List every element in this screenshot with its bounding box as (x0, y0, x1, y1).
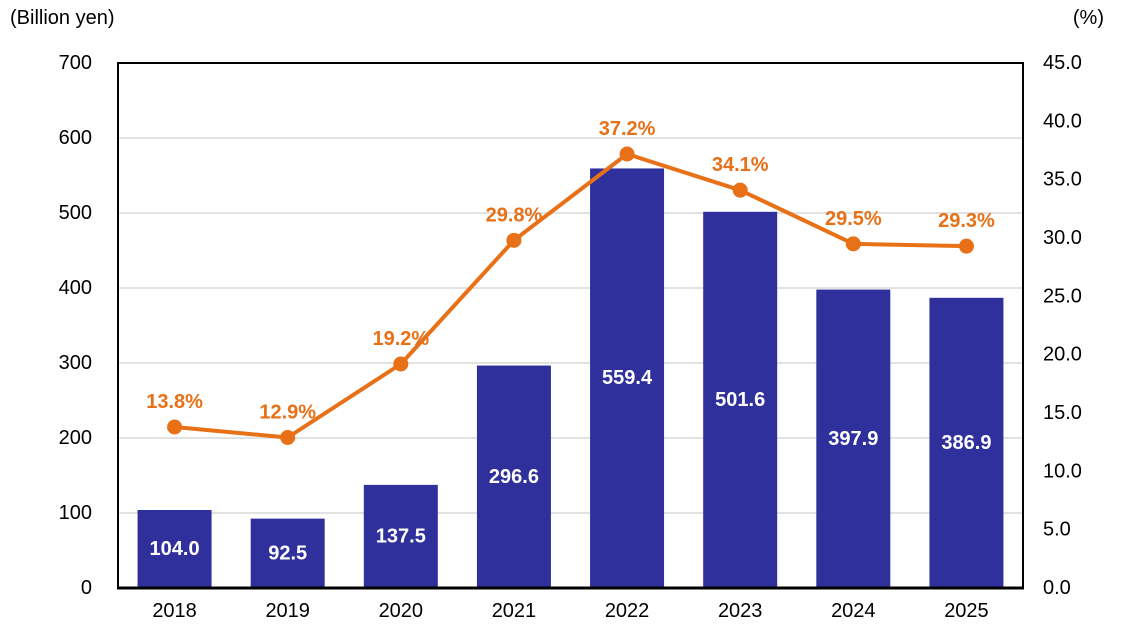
right-axis-tick: 0.0 (1043, 577, 1071, 599)
bar (137, 510, 212, 588)
line-marker (393, 356, 409, 372)
left-axis-tick: 400 (59, 277, 92, 299)
right-axis-tick: 45.0 (1043, 52, 1082, 74)
x-axis-category-label: 2023 (718, 600, 763, 622)
x-axis-category-label: 2025 (944, 600, 989, 622)
line-marker (958, 238, 974, 254)
right-axis-tick: 5.0 (1043, 519, 1071, 541)
x-axis-category-label: 2018 (152, 600, 197, 622)
left-axis-tick: 700 (59, 52, 92, 74)
left-axis-tick: 100 (59, 502, 92, 524)
trend-line (172, 152, 969, 440)
line-marker (619, 146, 635, 162)
right-axis-tick: 30.0 (1043, 227, 1082, 249)
bar-value-label: 397.9 (828, 428, 878, 450)
bar-value-label: 296.6 (489, 466, 539, 488)
line-marker (506, 232, 522, 248)
x-axis-category-label: 2021 (492, 600, 537, 622)
bar-value-label: 501.6 (715, 389, 765, 411)
line-value-label: 29.3% (938, 210, 995, 232)
left-axis-tick: 0 (81, 577, 92, 599)
right-axis-tick: 35.0 (1043, 169, 1082, 191)
bar-value-label: 104.0 (150, 538, 200, 560)
x-axis-category-label: 2022 (605, 600, 650, 622)
bar (816, 289, 891, 588)
line-marker (167, 419, 183, 435)
line-value-label: 29.8% (486, 204, 543, 226)
line-value-label: 12.9% (259, 402, 316, 424)
bar (703, 211, 778, 589)
bar (250, 518, 325, 588)
line-value-label: 19.2% (372, 328, 429, 350)
bar (929, 297, 1004, 588)
bar-value-label: 92.5 (268, 542, 307, 564)
x-axis-category-label: 2020 (379, 600, 424, 622)
line-value-label: 29.5% (825, 208, 882, 230)
right-axis-tick: 20.0 (1043, 344, 1082, 366)
x-axis-category-label: 2019 (265, 600, 310, 622)
line-value-label: 34.1% (712, 154, 769, 176)
line-value-label: 13.8% (146, 391, 203, 413)
right-axis-tick: 25.0 (1043, 285, 1082, 307)
right-axis-unit-label: (%) (1072, 7, 1104, 29)
line-marker (280, 430, 296, 445)
bar (590, 168, 665, 588)
right-axis-tick: 40.0 (1043, 110, 1082, 132)
left-axis-tick: 300 (59, 352, 92, 374)
bar-value-label: 559.4 (602, 367, 653, 389)
bar (476, 365, 551, 588)
line-marker (732, 182, 748, 198)
line-value-label: 37.2% (599, 118, 656, 140)
bar-value-label: 386.9 (941, 432, 991, 454)
left-axis-tick: 500 (59, 202, 92, 224)
left-axis-tick: 600 (59, 127, 92, 149)
right-axis-tick: 10.0 (1043, 460, 1082, 482)
left-axis-tick: 200 (59, 427, 92, 449)
line-marker (845, 236, 861, 252)
right-axis-tick: 15.0 (1043, 402, 1082, 424)
bar (363, 484, 438, 588)
x-axis-category-label: 2024 (831, 600, 876, 622)
left-axis-unit-label: (Billion yen) (10, 7, 115, 29)
bar-value-label: 137.5 (376, 525, 426, 547)
